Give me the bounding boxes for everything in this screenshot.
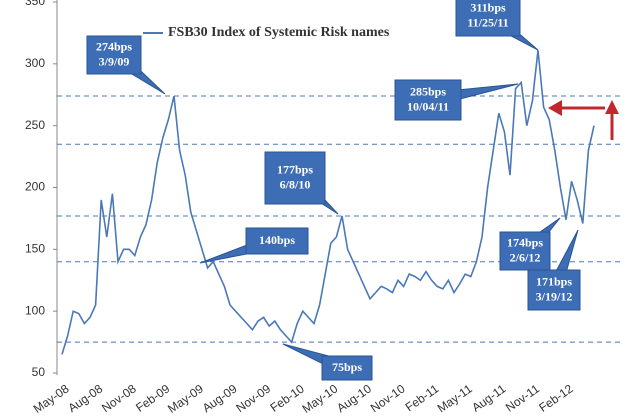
callout-text: 6/8/10 <box>280 177 311 191</box>
callout-text: 3/9/09 <box>99 54 130 68</box>
callout-box <box>499 231 551 271</box>
x-tick-label: Nov-08 <box>99 381 139 415</box>
x-tick-label: May-08 <box>31 381 72 416</box>
callout-text: 140bps <box>259 233 295 247</box>
callout-box <box>394 79 462 121</box>
callout-box <box>455 0 521 37</box>
callout-text: 274bps <box>96 39 132 53</box>
callout-box <box>245 227 309 255</box>
callout-box <box>86 35 142 75</box>
x-tick-label: Aug-10 <box>334 381 374 415</box>
x-tick-label: Feb-09 <box>133 381 172 414</box>
y-tick-label: 150 <box>25 242 45 256</box>
callout-box <box>264 151 326 205</box>
red-arrows <box>548 100 619 140</box>
x-tick-label: Feb-11 <box>403 381 442 414</box>
y-tick-label: 250 <box>25 118 45 132</box>
callout-box <box>321 355 373 381</box>
x-tick-label: May-09 <box>165 381 206 416</box>
y-tick-label: 200 <box>25 180 45 194</box>
x-tick-label: Feb-12 <box>536 381 575 414</box>
callout-text: 2/6/12 <box>510 250 541 264</box>
y-tick-label: 350 <box>25 0 45 8</box>
x-tick-label: May-10 <box>300 381 341 416</box>
callout: 140bps <box>199 227 309 264</box>
callout-text: 174bps <box>507 235 543 249</box>
y-tick-label: 100 <box>25 303 45 317</box>
callout-text: 10/04/11 <box>407 99 449 113</box>
x-tick-label: May-11 <box>435 381 475 415</box>
legend-label: FSB30 Index of Systemic Risk names <box>168 25 390 40</box>
x-tick-label: Feb-10 <box>268 381 307 414</box>
x-tick-label: Aug-11 <box>469 381 508 414</box>
x-tick-label: Nov-11 <box>503 381 542 414</box>
legend: FSB30 Index of Systemic Risk names <box>143 25 390 40</box>
data-line <box>61 50 595 355</box>
callout-text: 177bps <box>277 162 313 176</box>
callout-text: 171bps <box>536 274 572 288</box>
callout: 75bps <box>282 343 373 381</box>
callout-box <box>527 269 581 311</box>
y-tick-label: 50 <box>32 365 46 379</box>
x-tick-label: Nov-10 <box>368 381 408 415</box>
x-tick-label: Aug-08 <box>65 381 105 415</box>
callout-text: 11/25/11 <box>467 15 508 29</box>
callout-text: 3/19/12 <box>536 289 573 303</box>
x-tick-label: Nov-09 <box>233 381 273 415</box>
callout-text: 75bps <box>332 360 362 374</box>
y-tick-label: 300 <box>25 56 45 70</box>
callout-text: 285bps <box>410 84 446 98</box>
callout-text: 311bps <box>470 0 506 14</box>
x-tick-label: Aug-09 <box>200 381 240 415</box>
